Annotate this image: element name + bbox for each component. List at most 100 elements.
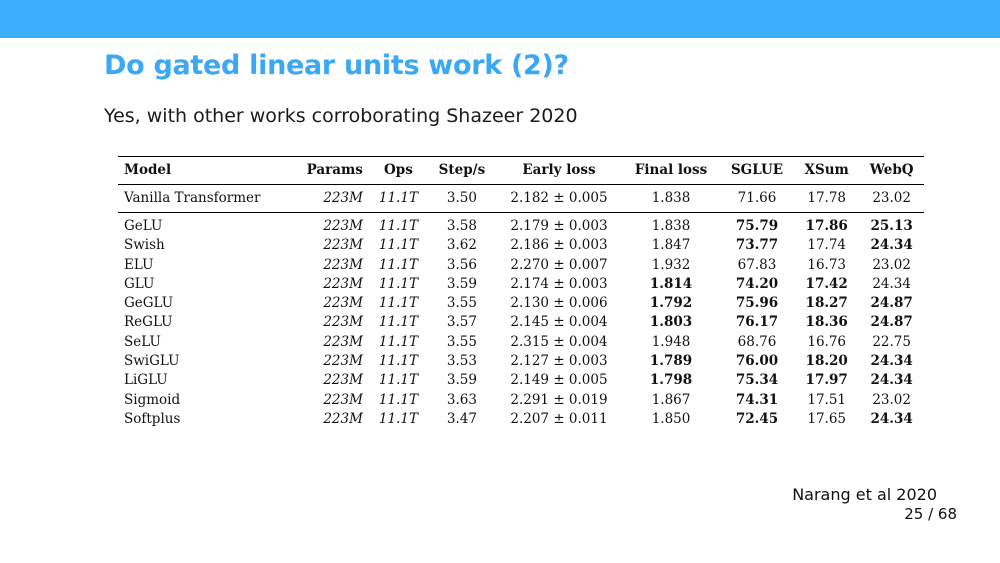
table-header-row: Model Params Ops Step/s Early loss Final… <box>118 156 924 185</box>
cell-params: 223M <box>323 410 363 427</box>
cell-sglue: 72.45 <box>735 410 779 427</box>
cell-params: 223M <box>323 391 363 408</box>
col-header-steps: Step/s <box>428 156 496 185</box>
cell-webq: 24.34 <box>870 353 913 370</box>
table-row: LiGLU 223M 11.1T 3.59 2.149 ± 0.005 1.798 75.3… <box>118 371 924 390</box>
cell-ops: 11.1T <box>378 410 418 427</box>
cell-ops: 11.1T <box>378 391 418 408</box>
col-header-params: Params <box>289 156 369 185</box>
cell-final-loss: 1.792 <box>649 295 693 312</box>
cell-ops: 11.1T <box>378 314 418 331</box>
cell-webq: 23.02 <box>872 391 911 408</box>
col-header-webq: WebQ <box>859 156 924 185</box>
cell-model: GeGLU <box>124 295 174 312</box>
slide-subtitle: Yes, with other works corroborating Shaz… <box>104 105 578 127</box>
cell-ops: 11.1T <box>378 218 418 234</box>
cell-early-loss: 2.145 ± 0.004 <box>510 314 608 331</box>
cell-ops: 11.1T <box>378 256 418 273</box>
cell-xsum: 17.65 <box>807 410 847 427</box>
cell-final-loss: 1.814 <box>649 275 693 292</box>
col-header-ops: Ops <box>368 156 429 185</box>
cell-final-loss: 1.932 <box>651 256 691 273</box>
cell-webq: 25.13 <box>870 218 913 234</box>
table-row: GeLU 223M 11.1T 3.58 2.179 ± 0.003 1.838 75.79… <box>118 213 924 237</box>
cell-steps: 3.57 <box>446 314 477 331</box>
cell-webq: 24.34 <box>870 410 913 427</box>
cell-xsum: 18.20 <box>805 353 848 370</box>
cell-steps: 3.59 <box>446 372 477 389</box>
table-row: ELU 223M 11.1T 3.56 2.270 ± 0.007 1.932 67.83 1… <box>118 256 924 275</box>
cell-params: 223M <box>323 275 363 292</box>
cell-params: 223M <box>323 218 363 234</box>
cell-xsum: 17.74 <box>807 237 847 254</box>
cell-final-loss: 1.948 <box>651 333 691 350</box>
citation: Narang et al 2020 <box>792 485 937 504</box>
cell-webq: 23.02 <box>872 256 911 273</box>
cell-webq: 24.34 <box>870 237 913 254</box>
cell-xsum: 17.78 <box>794 184 860 213</box>
cell-webq: 22.75 <box>872 333 911 350</box>
cell-params: 223M <box>323 353 363 370</box>
cell-final-loss: 1.847 <box>651 237 691 254</box>
cell-final-loss: 1.838 <box>651 218 691 234</box>
cell-model: GLU <box>124 275 155 292</box>
table-row: SeLU 223M 11.1T 3.55 2.315 ± 0.004 1.948 68.76… <box>118 333 924 352</box>
cell-model: SwiGLU <box>124 353 180 370</box>
cell-xsum: 17.51 <box>807 391 847 408</box>
cell-model: Vanilla Transformer <box>118 184 290 213</box>
cell-sglue: 75.79 <box>735 218 779 234</box>
cell-steps: 3.59 <box>446 275 477 292</box>
cell-early-loss: 2.186 ± 0.003 <box>510 237 608 254</box>
cell-final-loss: 1.867 <box>651 391 691 408</box>
col-header-early-loss: Early loss <box>495 156 623 185</box>
cell-params: 223M <box>323 372 363 389</box>
cell-model: ELU <box>124 256 154 273</box>
cell-sglue: 73.77 <box>735 237 779 254</box>
cell-webq: 24.34 <box>870 372 913 389</box>
header-bar <box>0 0 1000 38</box>
cell-early-loss: 2.207 ± 0.011 <box>510 410 608 427</box>
cell-steps: 3.58 <box>446 218 477 234</box>
col-header-xsum: XSum <box>794 156 860 185</box>
cell-early-loss: 2.127 ± 0.003 <box>510 353 608 370</box>
cell-early-loss: 2.291 ± 0.019 <box>510 391 608 408</box>
cell-sglue: 67.83 <box>737 256 777 273</box>
cell-xsum: 18.27 <box>805 295 848 312</box>
cell-sglue: 76.17 <box>735 314 779 331</box>
cell-xsum: 16.73 <box>807 256 847 273</box>
cell-steps: 3.50 <box>428 184 496 213</box>
baseline-row: Vanilla Transformer 223M 11.1T 3.50 2.18… <box>118 184 924 213</box>
cell-final-loss: 1.850 <box>651 410 691 427</box>
cell-model: GeLU <box>124 218 163 234</box>
cell-model: SeLU <box>124 333 161 350</box>
cell-sglue: 71.66 <box>719 184 795 213</box>
cell-early-loss: 2.182 ± 0.005 <box>495 184 623 213</box>
cell-ops: 11.1T <box>378 275 418 292</box>
results-table: Model Params Ops Step/s Early loss Final… <box>118 156 924 429</box>
cell-final-loss: 1.838 <box>622 184 720 213</box>
cell-sglue: 75.34 <box>735 372 779 389</box>
table-row: Softplus 223M 11.1T 3.47 2.207 ± 0.011 1.850 7… <box>118 410 924 429</box>
cell-final-loss: 1.803 <box>649 314 693 331</box>
cell-model: Sigmoid <box>124 391 181 408</box>
cell-model: Swish <box>124 237 165 254</box>
cell-sglue: 74.31 <box>735 391 779 408</box>
cell-params: 223M <box>323 314 363 331</box>
cell-model: ReGLU <box>124 314 173 331</box>
table-row: Sigmoid 223M 11.1T 3.63 2.291 ± 0.019 1.867 74… <box>118 391 924 410</box>
cell-xsum: 17.42 <box>805 275 848 292</box>
cell-webq: 24.87 <box>870 295 913 312</box>
cell-ops: 11.1T <box>378 333 418 350</box>
cell-xsum: 17.86 <box>805 218 848 234</box>
table-row: Swish 223M 11.1T 3.62 2.186 ± 0.003 1.847 73.7… <box>118 236 924 255</box>
cell-steps: 3.53 <box>446 353 477 370</box>
cell-steps: 3.55 <box>446 333 477 350</box>
cell-params: 223M <box>289 184 369 213</box>
cell-ops: 11.1T <box>368 184 429 213</box>
cell-ops: 11.1T <box>378 295 418 312</box>
page-number: 25 / 68 <box>904 505 957 523</box>
cell-steps: 3.62 <box>446 237 477 254</box>
cell-webq: 23.02 <box>859 184 924 213</box>
cell-early-loss: 2.149 ± 0.005 <box>510 372 608 389</box>
cell-sglue: 74.20 <box>735 275 779 292</box>
